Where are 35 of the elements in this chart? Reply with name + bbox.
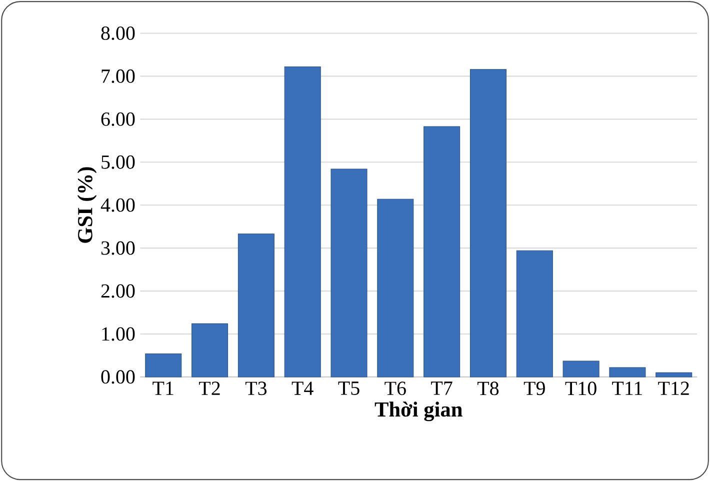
bar (516, 250, 553, 378)
x-axis-title: Thời gian (374, 402, 462, 422)
y-axis-title: GSI (%) (77, 167, 97, 243)
bar (377, 198, 414, 378)
y-tick-label: 3.00 (101, 241, 135, 255)
y-tick-label: 0.00 (101, 370, 135, 384)
x-tick-label: T3 (245, 382, 267, 396)
bar (424, 126, 460, 378)
bar (145, 353, 182, 378)
bar (284, 66, 321, 378)
x-tick-label: T5 (338, 382, 360, 395)
x-tick-label: T9 (524, 382, 545, 396)
y-tick-label: 5.00 (102, 155, 135, 169)
x-tick-label: T8 (477, 382, 499, 396)
x-tick-label: T4 (292, 382, 314, 395)
x-tick-label: T10 (565, 382, 596, 396)
bar (470, 68, 506, 378)
x-tick-label: T1 (152, 382, 174, 395)
x-tick-label: T11 (612, 382, 642, 395)
x-tick-label: T12 (658, 382, 689, 395)
bar (192, 323, 228, 378)
y-tick-label: 8.00 (101, 26, 135, 40)
bar (238, 234, 274, 378)
x-tick-label: T6 (384, 382, 406, 396)
y-tick-label: 7.00 (102, 69, 135, 83)
y-tick-label: 4.00 (100, 198, 135, 212)
x-tick-label: T7 (431, 382, 452, 395)
bar (656, 372, 692, 378)
y-tick-label: 2.00 (101, 284, 135, 298)
bar (562, 360, 600, 378)
x-tick-label: T2 (199, 382, 220, 395)
bar (609, 367, 646, 378)
y-tick-label: 1.00 (102, 327, 135, 341)
y-tick-label: 6.00 (101, 112, 135, 126)
bar (330, 168, 368, 378)
